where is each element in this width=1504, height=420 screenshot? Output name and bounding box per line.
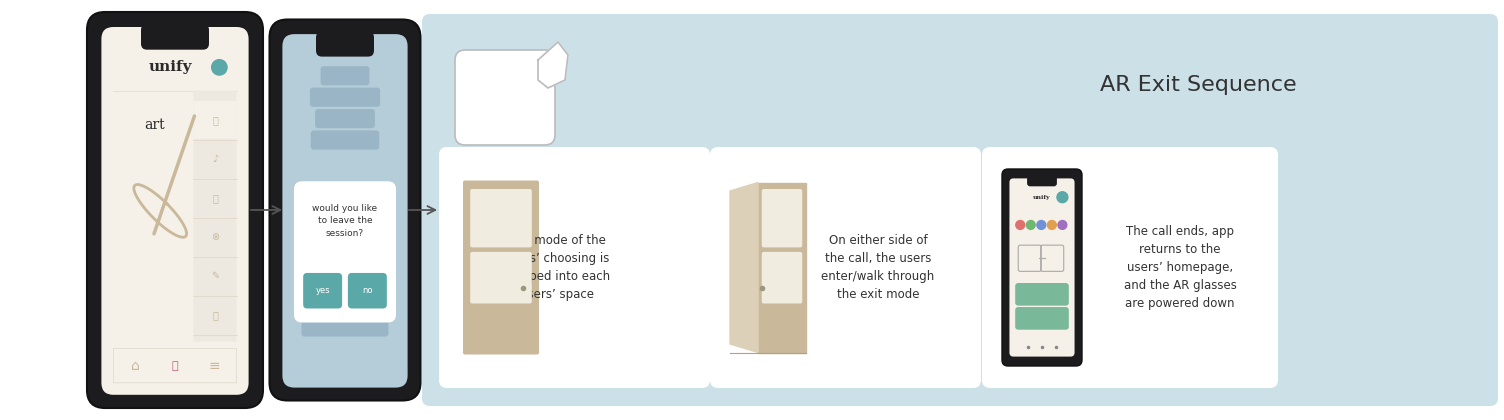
FancyBboxPatch shape (423, 14, 1498, 406)
FancyBboxPatch shape (301, 318, 388, 336)
FancyBboxPatch shape (471, 189, 532, 247)
FancyBboxPatch shape (283, 34, 415, 394)
Text: would you like
to leave the
session?: would you like to leave the session? (313, 204, 378, 238)
Circle shape (1036, 220, 1045, 229)
FancyBboxPatch shape (113, 39, 236, 91)
Text: ✎: ✎ (211, 271, 220, 281)
Circle shape (1057, 192, 1068, 202)
Text: 🎁: 🎁 (212, 193, 218, 203)
FancyBboxPatch shape (463, 181, 538, 354)
Text: AR Exit Sequence: AR Exit Sequence (1099, 75, 1296, 95)
Text: Exit mode of the
users’ choosing is
mapped into each
users’ space: Exit mode of the users’ choosing is mapp… (504, 234, 611, 301)
FancyBboxPatch shape (283, 34, 408, 388)
FancyBboxPatch shape (1027, 172, 1057, 186)
FancyBboxPatch shape (456, 50, 555, 145)
Circle shape (1057, 220, 1066, 229)
FancyBboxPatch shape (293, 181, 396, 323)
FancyBboxPatch shape (471, 252, 532, 304)
FancyBboxPatch shape (347, 273, 387, 308)
Circle shape (212, 60, 227, 75)
FancyBboxPatch shape (761, 252, 802, 304)
Text: The call ends, app
returns to the
users’ homepage,
and the AR glasses
are powere: The call ends, app returns to the users’… (1123, 225, 1236, 310)
FancyBboxPatch shape (439, 147, 710, 388)
FancyBboxPatch shape (310, 88, 381, 107)
FancyBboxPatch shape (982, 147, 1278, 388)
Polygon shape (729, 183, 758, 352)
Text: ≡: ≡ (209, 359, 220, 373)
Text: no: no (362, 286, 373, 295)
FancyBboxPatch shape (113, 349, 236, 383)
FancyBboxPatch shape (710, 147, 981, 388)
Text: unify: unify (1033, 195, 1051, 200)
Polygon shape (758, 183, 806, 352)
FancyBboxPatch shape (101, 26, 257, 402)
Text: ⌂: ⌂ (131, 359, 140, 373)
FancyBboxPatch shape (269, 19, 421, 401)
FancyBboxPatch shape (1009, 178, 1074, 357)
Text: art: art (144, 118, 165, 132)
FancyBboxPatch shape (194, 101, 236, 139)
Text: unify: unify (149, 60, 193, 74)
Text: 🚪: 🚪 (171, 361, 179, 370)
Text: ⊗: ⊗ (211, 232, 220, 242)
Text: yes: yes (316, 286, 329, 295)
FancyBboxPatch shape (87, 12, 263, 408)
FancyBboxPatch shape (304, 273, 341, 308)
FancyBboxPatch shape (761, 189, 802, 247)
FancyBboxPatch shape (311, 131, 379, 150)
Polygon shape (538, 42, 569, 88)
FancyBboxPatch shape (316, 109, 374, 128)
Text: ♪: ♪ (212, 154, 218, 164)
Circle shape (1026, 220, 1035, 229)
Circle shape (1015, 220, 1024, 229)
FancyBboxPatch shape (141, 24, 209, 50)
Circle shape (329, 280, 361, 312)
FancyBboxPatch shape (1015, 307, 1069, 330)
FancyBboxPatch shape (316, 32, 374, 57)
FancyBboxPatch shape (1015, 283, 1069, 306)
Text: 👥: 👥 (212, 310, 218, 320)
Circle shape (1047, 220, 1056, 229)
FancyBboxPatch shape (320, 66, 370, 85)
Text: On either side of
the call, the users
enter/walk through
the exit mode: On either side of the call, the users en… (821, 234, 934, 301)
FancyBboxPatch shape (1002, 169, 1081, 366)
Text: 📖: 📖 (212, 116, 218, 125)
FancyBboxPatch shape (101, 27, 248, 395)
FancyBboxPatch shape (194, 91, 236, 341)
